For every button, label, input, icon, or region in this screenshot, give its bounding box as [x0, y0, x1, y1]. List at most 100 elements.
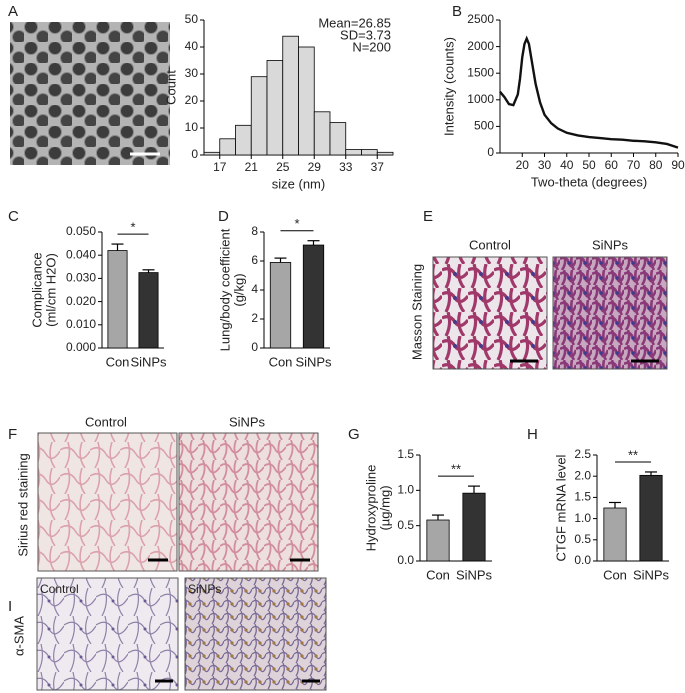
histogram-bar	[376, 151, 394, 156]
annotation: N=200	[352, 39, 391, 54]
bar	[639, 474, 663, 562]
image-title: Control	[40, 582, 79, 596]
y-axis-label: CTGF mRNA level	[553, 454, 568, 561]
y-tick-label: 0	[487, 145, 494, 159]
x-tick-label: SiNPs	[295, 354, 332, 369]
x-tick-label: 70	[627, 158, 641, 172]
annotation: SD=3.73	[340, 27, 391, 42]
histogram-bar	[298, 46, 315, 156]
y-tick-label: 1.0	[397, 483, 414, 497]
x-tick-label: SiNPs	[130, 354, 167, 369]
y-tick-label: 1500	[467, 65, 494, 79]
y-tick-label: 0.000	[66, 340, 96, 354]
x-tick-label: 17	[213, 160, 227, 174]
histogram-bar	[235, 124, 252, 156]
significance-label: **	[628, 447, 638, 462]
y-tick-label: 2	[251, 311, 258, 325]
image-title: SiNPs	[188, 582, 221, 596]
x-tick-label: 60	[605, 158, 619, 172]
panel-letter: C	[8, 208, 19, 225]
y-tick-label: 2.0	[574, 468, 591, 482]
y-tick-label: 0.0	[574, 553, 591, 567]
image-title: Control	[85, 414, 127, 429]
x-tick-label: Con	[426, 567, 450, 582]
panel-letter: H	[527, 426, 538, 443]
x-tick-label: Con	[106, 354, 130, 369]
masson-sinps-image	[552, 256, 668, 370]
x-tick-label: 25	[276, 160, 290, 174]
panel-letter: I	[8, 598, 12, 615]
annotation: Mean=26.85	[318, 15, 391, 30]
x-tick-label: SiNPs	[633, 567, 670, 582]
x-tick-label: 50	[582, 158, 596, 172]
histogram-bar	[361, 149, 378, 156]
y-tick-label: 0.020	[66, 294, 96, 308]
image-ylabel: Masson Staining	[409, 264, 424, 360]
significance-label: *	[294, 216, 299, 231]
tem-image	[10, 22, 170, 165]
y-axis-label: (µg/mg)	[377, 485, 392, 530]
histogram-bar	[345, 149, 362, 156]
y-axis-label: Complicance	[29, 252, 44, 327]
y-tick-label: 500	[474, 119, 494, 133]
x-tick-label: 21	[245, 160, 259, 174]
y-axis-label: Count	[163, 70, 178, 105]
y-tick-label: 30	[185, 66, 199, 80]
line-series	[499, 35, 679, 149]
y-tick-label: 50	[185, 12, 199, 26]
y-tick-label: 0.050	[66, 224, 96, 238]
significance-label: *	[130, 220, 135, 235]
histogram-bar	[329, 122, 347, 156]
sirius-sinps-image	[178, 432, 319, 572]
y-tick-label: 4	[251, 282, 258, 296]
y-tick-label: 0	[191, 147, 198, 161]
panel-letter: B	[452, 3, 462, 20]
x-tick-label: 30	[538, 158, 552, 172]
image-title: Control	[469, 237, 511, 252]
x-tick-label: 20	[516, 158, 530, 172]
image-ylabel: Sirius red staining	[15, 453, 30, 556]
y-axis-label: Intensity (counts)	[441, 37, 456, 136]
y-axis-label: Hydroxyproline	[363, 465, 378, 552]
sma-control-image	[36, 577, 179, 691]
bar	[269, 262, 292, 349]
x-axis-label: Two-theta (degrees)	[531, 174, 647, 189]
x-tick-label: 40	[560, 158, 574, 172]
x-tick-label: 29	[308, 160, 322, 174]
y-tick-label: 6	[251, 253, 258, 267]
x-tick-label: 90	[671, 158, 685, 172]
x-tick-label: 80	[649, 158, 663, 172]
histogram-bar	[313, 111, 331, 156]
y-tick-label: 20	[185, 93, 199, 107]
y-tick-label: 0.010	[66, 317, 96, 331]
bar	[138, 272, 159, 349]
image-ylabel: α-SMA	[11, 616, 26, 656]
y-tick-label: 1.5	[397, 447, 414, 461]
sma-sinps-image	[184, 577, 327, 691]
y-tick-label: 0	[251, 340, 258, 354]
y-tick-label: 0.5	[397, 518, 414, 532]
x-tick-label: 33	[339, 160, 353, 174]
histogram-bar	[219, 138, 236, 156]
y-tick-label: 0.5	[574, 532, 591, 546]
y-tick-label: 2.5	[574, 447, 591, 461]
histogram-bar	[203, 151, 221, 156]
histogram-bar	[266, 60, 284, 156]
bar	[462, 492, 486, 562]
image-title: SiNPs	[229, 414, 266, 429]
panel-letter: G	[348, 426, 360, 443]
bar	[426, 519, 450, 562]
y-tick-label: 2000	[467, 39, 494, 53]
sirius-control-image	[37, 432, 178, 572]
bar	[603, 507, 627, 562]
y-tick-label: 10	[185, 120, 199, 134]
y-tick-label: 0.030	[66, 271, 96, 285]
x-axis-label: size (nm)	[272, 176, 325, 191]
panel-letter: D	[218, 208, 229, 225]
bar	[107, 250, 128, 349]
y-axis-label: Lung/body coefficient	[217, 228, 232, 351]
y-tick-label: 2500	[467, 12, 494, 26]
bar	[302, 244, 325, 349]
y-tick-label: 1000	[467, 92, 494, 106]
